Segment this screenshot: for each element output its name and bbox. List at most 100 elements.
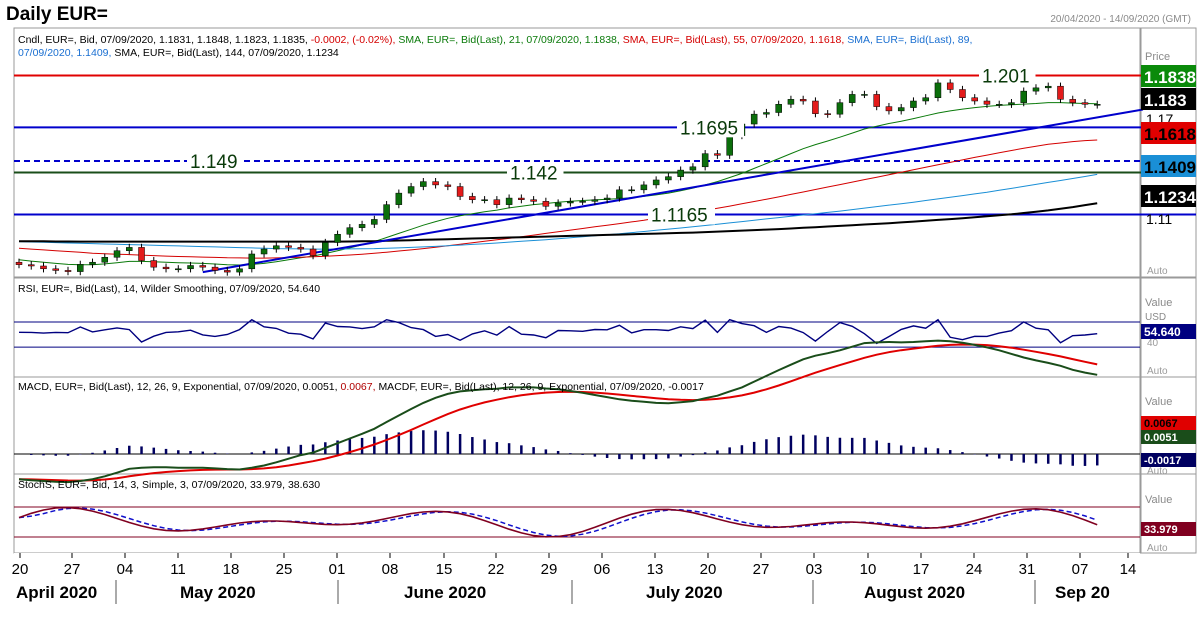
candle-body [922,97,929,102]
stoch-k-line [18,506,1098,538]
candle-body [199,265,207,268]
x-day-label-08: 08 [382,561,399,578]
stoch-tag [1141,522,1196,536]
candle-body [518,197,525,200]
candle-body [346,227,354,235]
x-day-label-13: 13 [647,561,664,578]
candle-body [959,89,966,98]
candle-body [1008,102,1015,105]
price-tag-text-1.1234: 1.1234 [1144,188,1197,207]
candle-body [1069,99,1076,103]
candle-body [138,247,145,261]
candle-body [567,201,574,204]
candle-body [432,181,439,186]
rsi-legend: RSI, EUR=, Bid(Last), 14, Wilder Smoothi… [18,283,320,296]
chart-title: Daily EUR= [6,4,108,25]
x-day-label-15: 15 [436,561,453,578]
price-legend-part: SMA, EUR=, Bid(Last), 21, 07/09/2020, 1.… [398,34,623,46]
candle-body [505,197,513,205]
price-tag-1.1234 [1141,185,1196,207]
candle-body [15,261,23,265]
candle-body [297,247,305,250]
candle-body [689,166,697,171]
rsi-axis-title: Value [1145,297,1172,309]
candle-body [799,99,807,102]
macd-signal-line [18,343,1098,482]
x-day-label-22: 22 [488,561,505,578]
candle-body [897,107,905,112]
candle-body [383,204,390,220]
candle-body [52,268,60,271]
candle-body [371,219,378,225]
price-tag-1.1838 [1141,65,1196,87]
candle-body [493,199,501,205]
candle-body [1044,85,1052,89]
candle-body [677,169,684,177]
candle-body [1093,104,1101,106]
candle-body [28,264,35,267]
macd-legend-part: MACDF, EUR=, Bid(Last), 12, 26, 9, Expon… [378,381,704,393]
candle-body [873,94,880,107]
candle-body [836,102,844,115]
candle-body [530,199,537,202]
stoch-axis-title: Value [1145,494,1172,506]
candle-body [579,201,586,203]
level-label-1.1695: 1.1695 [680,118,738,139]
candle-body [995,104,1003,106]
rsi-unit: USD [1145,312,1166,323]
x-day-label-04: 04 [117,561,134,578]
candle-body [910,100,917,108]
price-tag-1.183 [1141,88,1196,110]
candle-body [616,189,623,199]
candle-body [775,104,782,113]
level-label-1.142: 1.142 [510,164,558,185]
candle-body [628,189,635,192]
stoch-tag-text: 33.979 [1144,524,1178,536]
auto-label-rsi: Auto [1147,366,1168,377]
level-label-bg [507,162,564,183]
candle-body [150,260,158,268]
x-day-label-03: 03 [806,561,823,578]
x-day-label-17: 17 [913,561,930,578]
candle-body [812,100,819,114]
macd-tag-macd-text: 0.0051 [1144,432,1178,444]
price-tag-text-1.1618: 1.1618 [1144,125,1196,144]
candle-body [285,245,292,248]
price-axis-title: Price [1145,51,1170,63]
price-tag-text-1.1409: 1.1409 [1144,158,1196,177]
price-tag-text-1.1838: 1.1838 [1144,68,1196,87]
price-pane [13,27,1141,278]
auto-label-macd: Auto [1147,466,1168,477]
x-day-label-20: 20 [12,561,29,578]
macd-legend: MACD, EUR=, Bid(Last), 12, 26, 9, Expone… [18,381,704,394]
candle-body [469,196,476,200]
candle-body [787,99,795,105]
x-month-label: Sep 20 [1055,583,1110,602]
candle-body [591,199,599,202]
sma-line-sma89 [18,173,1098,250]
price-legend-line2: 07/09/2020, 1.1409, SMA, EUR=, Bid(Last)… [18,47,339,60]
candle-body [273,245,280,250]
x-day-label-11: 11 [170,561,186,578]
candle-body [861,94,868,96]
stoch-pane-axis [1140,473,1197,554]
x-day-label-07: 07 [1072,561,1089,578]
x-day-label-25: 25 [276,561,293,578]
level-label-bg [979,65,1036,86]
macd-legend-part: MACD, EUR=, Bid(Last), 12, 26, 9, Expone… [18,381,341,393]
candle-body [701,153,709,168]
candle-body [1020,90,1027,103]
candle-body [224,270,231,273]
level-label-bg [187,151,244,172]
candle-body [456,186,464,197]
trendline-uptrend [202,108,1144,274]
candle-body [1032,87,1040,92]
macd-tag-signal [1141,416,1196,430]
stoch-legend-part: StochS, EUR=, Bid, 14, 3, Simple, 3, 07/… [18,479,321,491]
x-day-label-24: 24 [966,561,983,578]
sma-line-sma55 [18,139,1098,259]
candle-body [89,261,96,265]
stoch-legend: StochS, EUR=, Bid, 14, 3, Simple, 3, 07/… [18,479,320,492]
x-day-label-27: 27 [64,561,81,578]
